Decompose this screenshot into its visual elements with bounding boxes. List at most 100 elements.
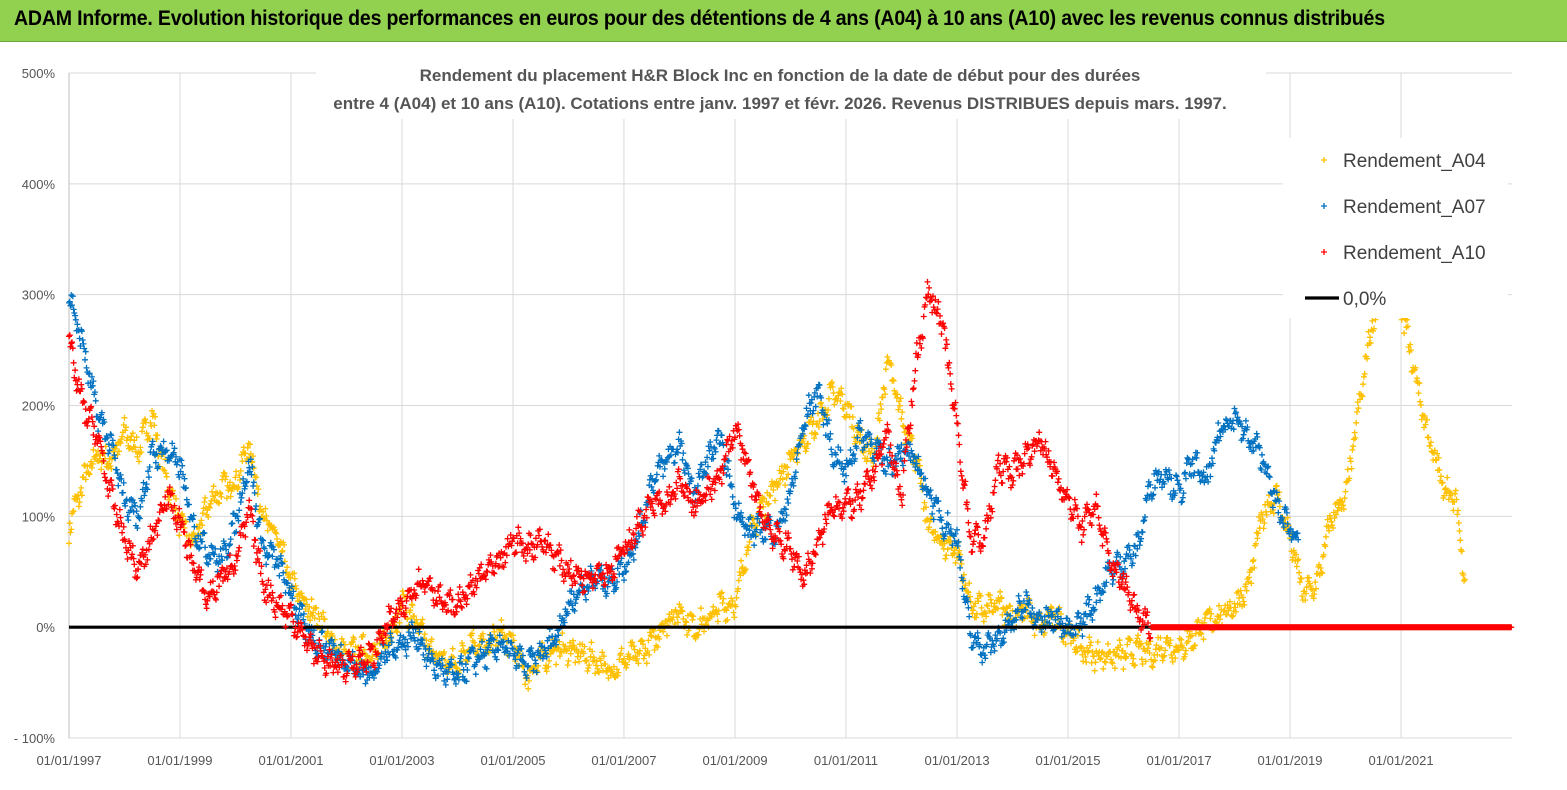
data-point <box>117 514 124 521</box>
data-point <box>181 475 188 482</box>
data-point <box>476 656 483 662</box>
data-point <box>294 616 301 622</box>
data-point <box>597 657 604 664</box>
data-point <box>1243 587 1250 594</box>
data-point <box>1099 588 1106 594</box>
data-point <box>186 532 192 539</box>
data-point <box>717 467 724 474</box>
data-point <box>1159 484 1165 491</box>
data-point <box>1217 433 1224 440</box>
data-point <box>1256 444 1263 451</box>
data-point <box>232 474 239 481</box>
data-point <box>1074 613 1081 620</box>
data-point <box>1086 634 1093 641</box>
data-point <box>758 511 764 518</box>
data-point <box>893 394 900 401</box>
data-point <box>483 568 490 575</box>
data-point <box>1049 473 1056 480</box>
data-point <box>799 430 806 437</box>
data-point <box>69 345 76 352</box>
data-point <box>1178 499 1185 506</box>
data-point <box>411 634 418 641</box>
data-point <box>526 546 533 553</box>
data-point <box>970 607 976 614</box>
data-point <box>133 575 140 582</box>
data-point <box>78 484 85 491</box>
data-point <box>1200 636 1207 643</box>
data-point <box>970 644 976 651</box>
data-point <box>831 401 838 408</box>
data-point <box>772 497 778 504</box>
data-point <box>474 578 481 585</box>
data-point <box>190 512 197 519</box>
data-point <box>165 501 172 508</box>
data-point <box>725 457 732 464</box>
x-tick-label: 01/01/2005 <box>480 753 545 768</box>
data-point <box>265 577 272 584</box>
data-point <box>1124 641 1131 648</box>
data-point <box>954 526 960 533</box>
data-point <box>676 429 683 436</box>
data-point <box>1099 542 1106 549</box>
data-point <box>919 335 926 342</box>
data-point <box>338 641 344 648</box>
data-point <box>810 407 817 414</box>
data-point <box>490 569 497 576</box>
data-point <box>839 504 846 511</box>
data-point <box>449 645 456 652</box>
data-point <box>441 649 448 655</box>
data-point <box>293 634 300 641</box>
data-point <box>306 634 313 641</box>
data-point <box>1169 658 1176 665</box>
data-point <box>317 642 324 649</box>
data-point <box>319 652 326 659</box>
data-point <box>1109 660 1116 667</box>
data-point <box>532 657 539 664</box>
data-point <box>954 543 961 549</box>
data-point <box>1091 506 1098 513</box>
data-point <box>78 381 85 388</box>
data-point <box>532 535 539 542</box>
data-point <box>72 312 79 319</box>
data-point <box>539 655 546 662</box>
data-point <box>716 441 723 447</box>
data-point <box>850 425 857 432</box>
data-point <box>275 563 282 570</box>
data-point <box>300 610 307 617</box>
data-point <box>784 496 791 503</box>
data-point <box>977 593 984 599</box>
data-point <box>811 435 818 442</box>
data-point <box>139 497 145 504</box>
data-point <box>1127 637 1134 644</box>
data-point <box>782 482 789 489</box>
data-point <box>610 663 617 670</box>
data-point <box>543 650 549 657</box>
data-point <box>1229 420 1236 427</box>
data-point <box>926 492 933 499</box>
data-point <box>755 492 762 499</box>
data-point <box>341 661 348 668</box>
data-point <box>837 398 844 404</box>
data-point <box>401 642 408 649</box>
data-point <box>1284 521 1291 527</box>
data-point <box>719 439 726 446</box>
data-point <box>163 506 170 512</box>
data-point <box>1172 490 1179 497</box>
data-point <box>712 448 719 455</box>
data-point <box>690 613 697 620</box>
data-point <box>72 377 79 384</box>
data-point <box>556 542 563 548</box>
data-point <box>259 536 266 543</box>
data-point <box>921 499 928 506</box>
data-point <box>1240 598 1247 605</box>
data-point <box>576 658 583 665</box>
data-point <box>1183 460 1190 467</box>
data-point <box>916 462 923 469</box>
data-point <box>562 643 569 650</box>
data-point <box>656 452 663 459</box>
data-point <box>98 443 105 450</box>
data-point <box>349 653 356 660</box>
data-point <box>415 566 422 573</box>
data-point <box>1283 509 1290 516</box>
data-point <box>418 620 425 627</box>
